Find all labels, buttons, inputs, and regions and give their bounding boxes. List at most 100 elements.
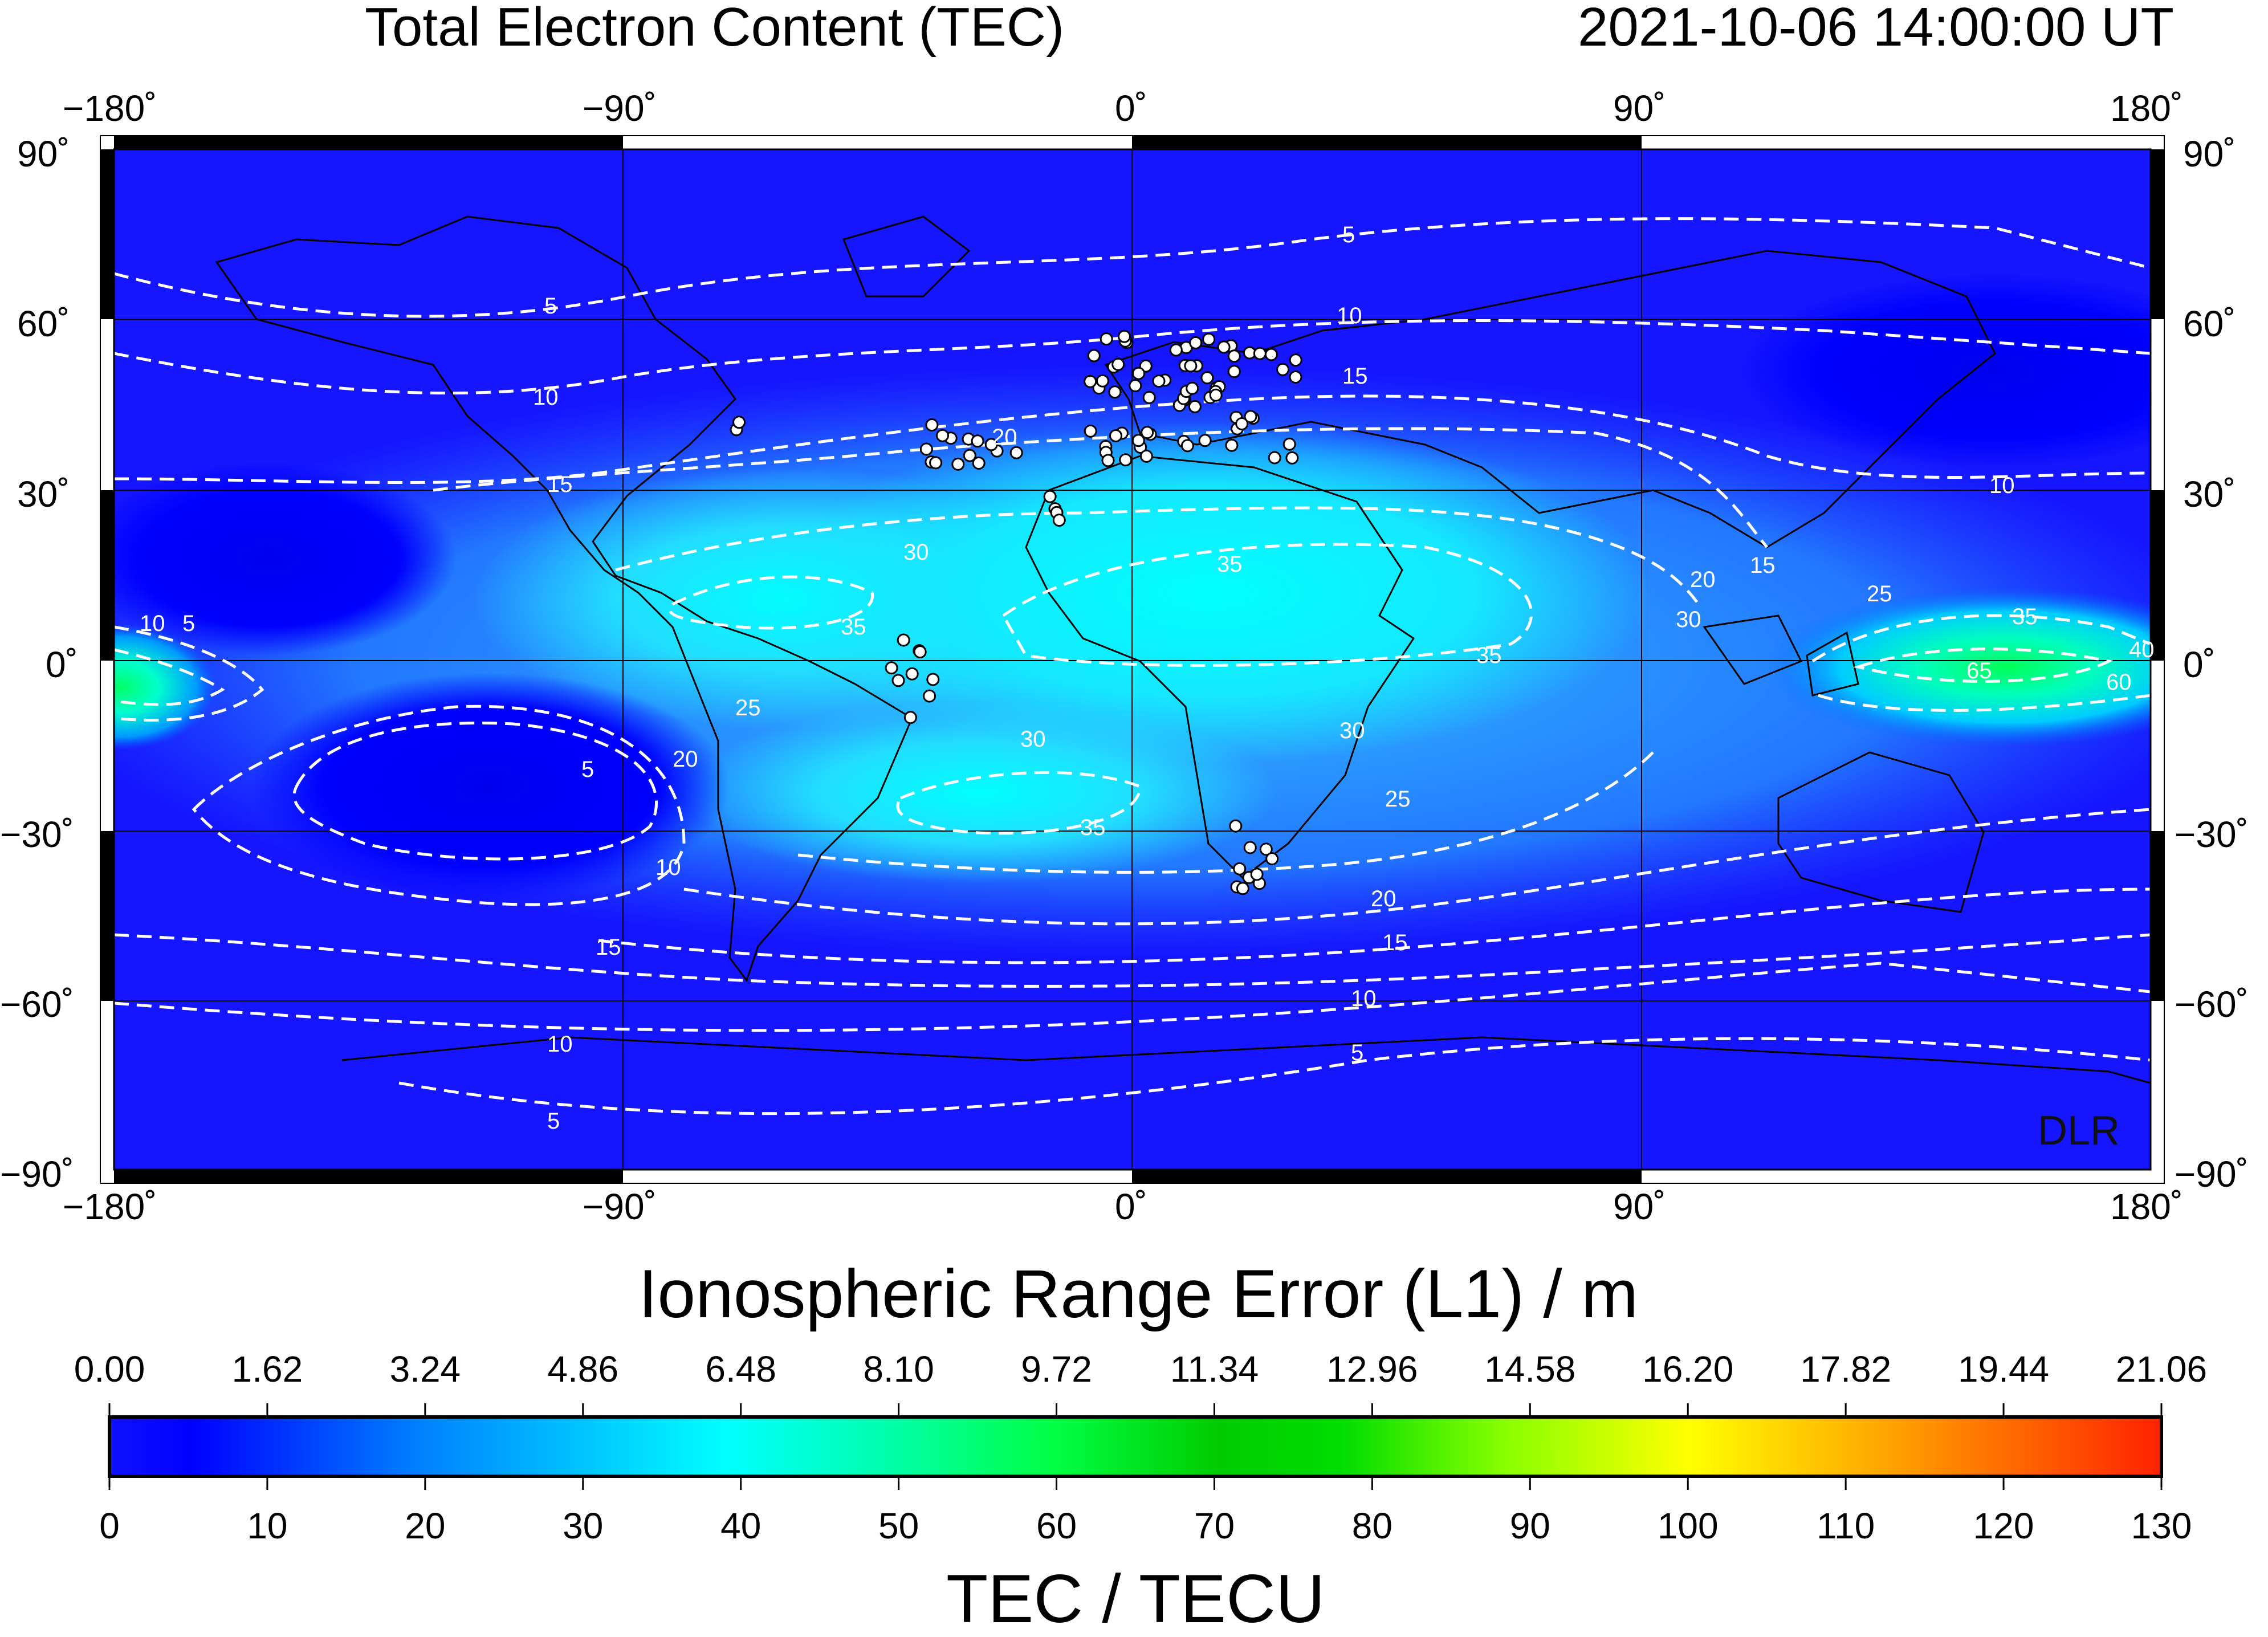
contour-label: 35 <box>841 614 866 640</box>
gnss-station-dot <box>913 645 927 659</box>
contour-label: 35 <box>1476 643 1502 668</box>
gnss-station-dot <box>925 418 939 431</box>
gnss-station-dot <box>1188 400 1202 413</box>
lon-tick-top: 180˚ <box>2110 88 2184 129</box>
gnss-station-dot <box>1276 363 1290 376</box>
contour-label: 30 <box>1676 607 1701 632</box>
contour-label: 5 <box>182 611 196 636</box>
gnss-station-dot <box>1043 490 1057 503</box>
tec-tick-label: 120 <box>1973 1505 2034 1546</box>
gnss-station-dot <box>1202 332 1216 346</box>
contour-label: 5 <box>1342 222 1355 247</box>
lat-tick-left: 30˚ <box>17 474 70 515</box>
gnss-station-dot <box>1087 349 1101 363</box>
range-error-tick-label: 12.96 <box>1326 1349 1418 1390</box>
lon-tick-top: −180˚ <box>63 88 157 129</box>
range-error-tick-label: 9.72 <box>1021 1349 1092 1390</box>
lat-tick-left: −90˚ <box>0 1154 74 1195</box>
gnss-station-dot <box>1052 514 1066 527</box>
gnss-station-dot <box>972 457 986 470</box>
gnss-station-dot <box>1250 868 1264 881</box>
gnss-station-dot <box>1285 451 1299 465</box>
tec-tick-label: 20 <box>405 1505 446 1546</box>
gnss-station-dot <box>1264 348 1278 361</box>
contour-label: 10 <box>1351 986 1377 1011</box>
gnss-station-dot <box>963 449 976 462</box>
range-error-title: Ionospheric Range Error (L1) / m <box>638 1256 1639 1332</box>
contour-label: 35 <box>1217 552 1243 577</box>
range-error-tick-label: 4.86 <box>547 1349 619 1390</box>
gnss-station-dot <box>1152 374 1166 388</box>
map-timestamp: 2021-10-06 14:00:00 UT <box>1577 0 2174 58</box>
range-error-tick-label: 11.34 <box>1170 1349 1259 1390</box>
gnss-station-dot <box>1141 426 1154 439</box>
gnss-station-dot <box>1009 446 1023 459</box>
lon-tick-bottom: −90˚ <box>583 1186 657 1227</box>
tec-tick-label: 100 <box>1657 1505 1719 1546</box>
gnss-station-dot <box>1289 370 1302 384</box>
tec-tick-label: 90 <box>1509 1505 1550 1546</box>
lon-tick-top: 0˚ <box>1115 88 1147 129</box>
gnss-station-dot <box>1084 374 1097 388</box>
gnss-station-dot <box>903 711 917 724</box>
gnss-station-dot <box>1100 332 1113 346</box>
gnss-station-dot <box>1209 388 1223 402</box>
lat-tick-left: −30˚ <box>0 814 74 855</box>
gnss-station-dot <box>1118 329 1131 343</box>
tec-tick-label: 130 <box>2131 1505 2192 1546</box>
contour-label: 15 <box>1382 930 1408 955</box>
gnss-station-dot <box>1227 365 1241 378</box>
lat-tick-right: −30˚ <box>2175 814 2249 855</box>
gnss-station-dot <box>1119 453 1133 467</box>
gnss-station-dot <box>1259 842 1273 856</box>
lon-tick-top: −90˚ <box>583 88 657 129</box>
gnss-station-dot <box>897 633 910 647</box>
gnss-station-dot <box>1229 819 1243 833</box>
gnss-station-dot <box>1169 343 1183 357</box>
gnss-station-dot <box>1109 429 1122 442</box>
lat-tick-right: −90˚ <box>2175 1154 2249 1195</box>
gnss-station-dot <box>984 438 998 451</box>
gnss-station-dot <box>1084 424 1097 438</box>
range-error-tick-label: 8.10 <box>863 1349 934 1390</box>
contour-label: 30 <box>1339 718 1365 743</box>
graticule <box>114 149 2151 1170</box>
range-error-tick-label: 6.48 <box>705 1349 776 1390</box>
contour-label: 5 <box>544 294 557 319</box>
contour-label: 20 <box>992 425 1017 450</box>
range-error-tick-label: 1.62 <box>231 1349 303 1390</box>
gnss-station-dot <box>971 434 984 448</box>
range-error-tick-label: 16.20 <box>1642 1349 1734 1390</box>
tec-tick-label: 0 <box>99 1505 120 1546</box>
gnss-station-dot <box>1265 852 1279 866</box>
tec-tick-label: 80 <box>1351 1505 1392 1546</box>
gnss-station-dot <box>1184 359 1198 373</box>
gnss-station-dot <box>1142 390 1156 404</box>
contour-label: 10 <box>547 1032 573 1057</box>
contour-label: 25 <box>1867 581 1892 606</box>
contour-label: 10 <box>140 611 165 636</box>
contour-label: 15 <box>547 472 573 497</box>
tec-contours <box>114 217 2151 1115</box>
dlr-watermark: DLR <box>2038 1108 2120 1154</box>
gnss-station-dot <box>1186 381 1199 395</box>
lat-tick-left: −60˚ <box>0 984 74 1025</box>
gnss-station-dot <box>1217 340 1231 354</box>
gnss-station-dot <box>1268 451 1281 465</box>
contour-label: 20 <box>673 747 698 772</box>
lat-tick-left: 90˚ <box>17 133 70 174</box>
contour-label: 15 <box>596 935 621 960</box>
contour-label: 15 <box>1342 364 1368 389</box>
contour-label: 35 <box>2012 604 2038 629</box>
range-error-tick-label: 17.82 <box>1800 1349 1892 1390</box>
contour-label: 25 <box>1385 787 1411 812</box>
colorbar <box>108 1415 2163 1478</box>
gnss-station-dot <box>936 429 949 442</box>
lat-tick-right: 0˚ <box>2183 644 2216 685</box>
contour-label: 30 <box>903 540 929 565</box>
lon-tick-bottom: 180˚ <box>2110 1186 2184 1227</box>
gnss-station-dot <box>1236 882 1249 895</box>
gnss-station-dot <box>951 457 965 471</box>
gnss-station-dot <box>919 442 933 456</box>
